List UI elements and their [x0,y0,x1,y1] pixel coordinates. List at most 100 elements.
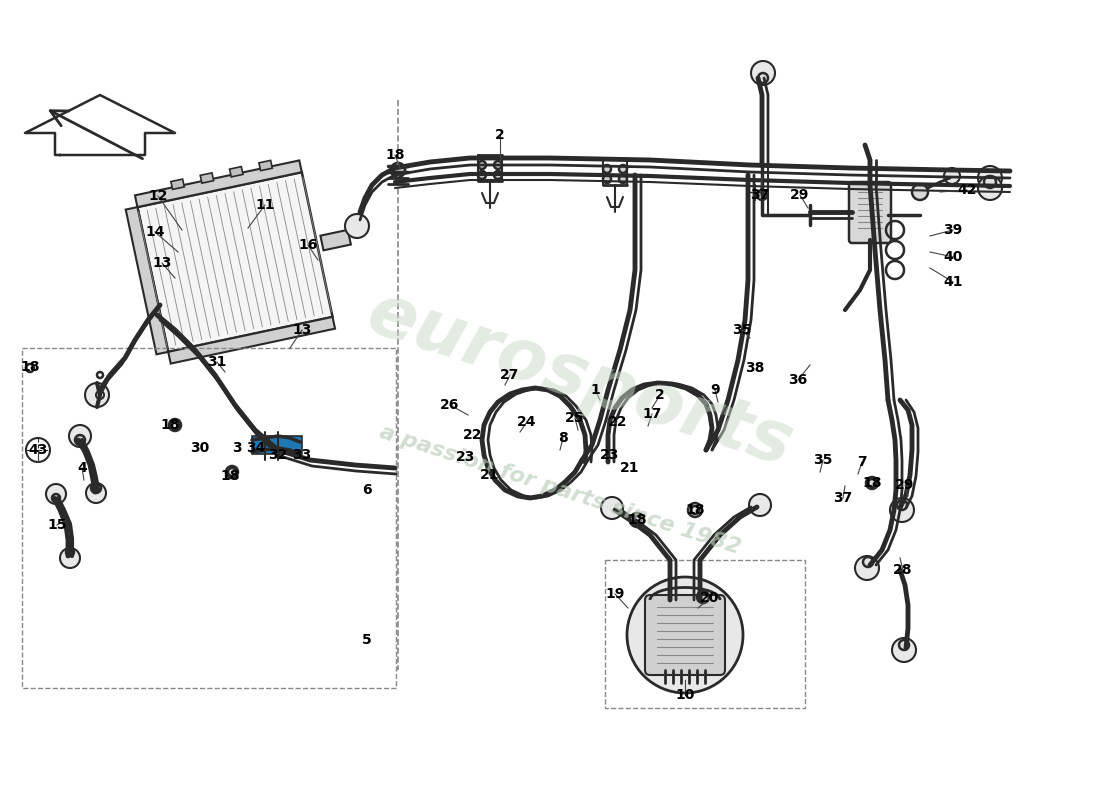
Text: 22: 22 [463,428,483,442]
Text: 25: 25 [565,411,585,425]
Circle shape [619,175,627,183]
Text: 31: 31 [207,355,227,369]
Text: 42: 42 [957,183,977,197]
Circle shape [896,500,907,510]
Circle shape [169,419,182,431]
Text: 38: 38 [746,361,764,375]
Text: 9: 9 [711,383,719,397]
Bar [258,160,273,170]
Circle shape [864,557,873,567]
Circle shape [603,165,611,173]
Text: 24: 24 [517,415,537,429]
Text: 18: 18 [20,360,40,374]
FancyBboxPatch shape [645,595,725,675]
Circle shape [494,161,502,169]
Text: 30: 30 [190,441,210,455]
Bar [138,172,332,352]
Circle shape [630,513,644,527]
Text: 2: 2 [495,128,505,142]
Text: 11: 11 [255,198,275,212]
Circle shape [60,548,80,568]
Text: 18: 18 [161,418,179,432]
Circle shape [749,494,771,516]
Circle shape [86,483,106,503]
Circle shape [978,166,1002,190]
Circle shape [226,466,238,478]
Circle shape [627,577,743,693]
Circle shape [91,483,101,493]
Bar [200,173,213,183]
Text: 13: 13 [152,256,172,270]
Circle shape [912,184,928,200]
Text: 27: 27 [500,368,519,382]
Circle shape [69,425,91,447]
Circle shape [899,640,909,650]
Text: 12: 12 [148,189,167,203]
Text: 13: 13 [293,323,311,337]
Text: 35: 35 [813,453,833,467]
Text: 32: 32 [268,448,288,462]
Text: 34: 34 [246,441,266,455]
Text: 10: 10 [675,688,695,702]
Text: 20: 20 [701,591,719,605]
Text: a passion for parts since 1982: a passion for parts since 1982 [377,422,744,558]
Text: 1: 1 [590,383,600,397]
Text: 29: 29 [790,188,810,202]
Text: 26: 26 [440,398,460,412]
Circle shape [350,216,366,232]
Circle shape [688,503,702,517]
Bar [230,166,243,177]
Text: 7: 7 [857,455,867,469]
Text: 21: 21 [481,468,499,482]
Circle shape [866,477,878,489]
Text: 6: 6 [362,483,372,497]
Text: 28: 28 [893,563,913,577]
Text: 37: 37 [834,491,852,505]
Text: 3: 3 [232,441,242,455]
Text: 18: 18 [220,469,240,483]
Text: 39: 39 [944,223,962,237]
Circle shape [494,171,502,179]
Text: 4: 4 [77,461,87,475]
Bar [170,179,185,190]
Text: 43: 43 [29,443,47,457]
Text: 40: 40 [944,250,962,264]
Bar [252,436,302,454]
Circle shape [478,171,486,179]
Text: 23: 23 [601,448,619,462]
Text: 36: 36 [789,373,807,387]
Text: 17: 17 [642,407,662,421]
Text: 16: 16 [298,238,318,252]
Circle shape [984,176,996,188]
Text: 2: 2 [656,388,664,402]
Bar [135,161,301,207]
Circle shape [75,435,85,445]
Circle shape [890,498,914,522]
Bar [125,207,168,354]
Bar [320,230,351,250]
Text: 18: 18 [862,476,882,490]
Circle shape [944,168,960,184]
Bar [605,560,805,708]
Circle shape [66,548,74,556]
FancyBboxPatch shape [849,182,891,243]
Bar [168,317,336,363]
Circle shape [46,484,66,504]
Circle shape [978,176,1002,200]
Text: 18: 18 [385,148,405,162]
Circle shape [757,190,767,200]
Text: 15: 15 [47,518,67,532]
Text: 14: 14 [145,225,165,239]
Text: 18: 18 [685,503,705,517]
Text: 23: 23 [456,450,475,464]
Text: 35: 35 [733,323,751,337]
Text: 22: 22 [608,415,628,429]
Circle shape [855,556,879,580]
Circle shape [478,161,486,169]
Circle shape [52,494,60,502]
Circle shape [85,383,109,407]
Text: 19: 19 [605,587,625,601]
Circle shape [619,165,627,173]
Text: 29: 29 [895,478,915,492]
Circle shape [390,163,405,177]
